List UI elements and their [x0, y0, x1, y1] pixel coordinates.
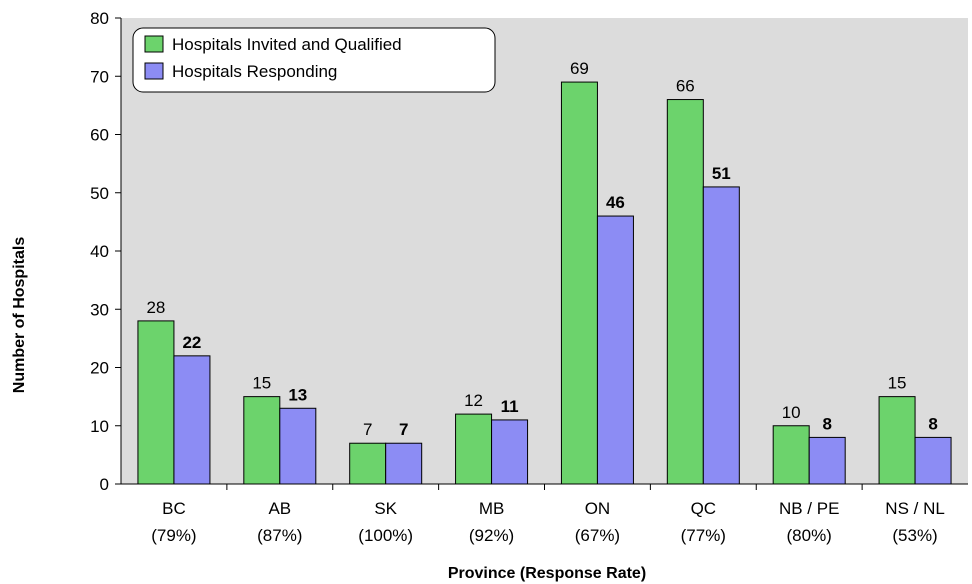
bar-invited: [772, 425, 810, 485]
legend: Hospitals Invited and Qualified Hospitals…: [132, 27, 496, 93]
bar-invited: [349, 442, 387, 485]
bar-responding: [702, 186, 740, 485]
data-label: 22: [182, 333, 201, 352]
bar-responding: [808, 436, 846, 485]
bar-responding: [914, 436, 952, 485]
y-axis: 0 10 20 30 40 50 60 70 80: [90, 9, 122, 494]
legend-swatch: [144, 62, 164, 80]
data-label: 12: [464, 391, 483, 410]
x-tick-sublabel: (77%): [681, 526, 726, 545]
x-tick-sublabel: (87%): [257, 526, 302, 545]
y-axis-title: Number of Hospitals: [11, 237, 28, 394]
x-tick-sublabel: (67%): [575, 526, 620, 545]
x-tick-sublabel: (79%): [151, 526, 196, 545]
data-label: 28: [146, 298, 165, 317]
legend-entry: Hospitals Invited and Qualified: [172, 35, 402, 54]
y-tick-label: 70: [90, 67, 109, 86]
legend-swatch: [144, 35, 164, 53]
data-label: 66: [676, 77, 695, 96]
x-tick-sublabel: (80%): [787, 526, 832, 545]
x-axis-title: Province (Response Rate): [448, 565, 646, 582]
data-label: 15: [888, 374, 907, 393]
y-tick-label: 30: [90, 300, 109, 319]
bar-invited: [243, 396, 281, 485]
data-label: 46: [606, 193, 625, 212]
bar-invited: [666, 99, 704, 485]
x-tick-label: BC: [162, 499, 186, 518]
data-label: 8: [928, 414, 937, 433]
x-tick-sublabel: (53%): [892, 526, 937, 545]
data-label: 11: [501, 397, 519, 416]
y-tick-label: 80: [90, 9, 109, 28]
bar-responding: [385, 442, 423, 485]
x-tick-label: QC: [691, 499, 717, 518]
x-tick-label: NB / PE: [779, 499, 839, 518]
y-tick-label: 50: [90, 184, 109, 203]
bar-invited: [137, 320, 175, 485]
bars-group: [137, 81, 952, 485]
y-tick-label: 10: [90, 417, 109, 436]
x-axis: BC (79%) AB (87%) SK (100%) MB (92%) ON (67%) QC (7…: [121, 483, 968, 545]
x-tick-label: ON: [585, 499, 611, 518]
data-label: 69: [570, 59, 589, 78]
legend-entry: Hospitals Responding: [172, 62, 337, 81]
x-tick-label: SK: [374, 499, 397, 518]
data-label: 15: [252, 374, 271, 393]
bar-responding: [279, 407, 317, 485]
y-tick-label: 20: [90, 359, 109, 378]
y-tick-label: 60: [90, 126, 109, 145]
data-label: 10: [782, 403, 801, 422]
y-tick-label: 40: [90, 242, 109, 261]
value-labels-group: 28 22 15 13 7 7 12 11 69 46 66 51 10 8 15 8: [146, 59, 937, 439]
x-tick-label: MB: [479, 499, 505, 518]
x-tick-sublabel: (92%): [469, 526, 514, 545]
bar-responding: [596, 215, 634, 485]
x-tick-label: NS / NL: [885, 499, 945, 518]
bar-invited: [455, 413, 493, 485]
x-tick-label: AB: [268, 499, 291, 518]
data-label: 13: [288, 385, 307, 404]
bar-invited: [560, 81, 598, 485]
y-tick-label: 0: [100, 475, 109, 494]
bar-responding: [491, 419, 529, 485]
data-label: 7: [363, 420, 372, 439]
bar-responding: [173, 355, 211, 485]
x-tick-sublabel: (100%): [358, 526, 413, 545]
data-label: 7: [399, 420, 408, 439]
legend-box: [132, 27, 496, 93]
data-label: 51: [712, 164, 731, 183]
bar-invited: [878, 396, 916, 485]
data-label: 8: [822, 414, 831, 433]
